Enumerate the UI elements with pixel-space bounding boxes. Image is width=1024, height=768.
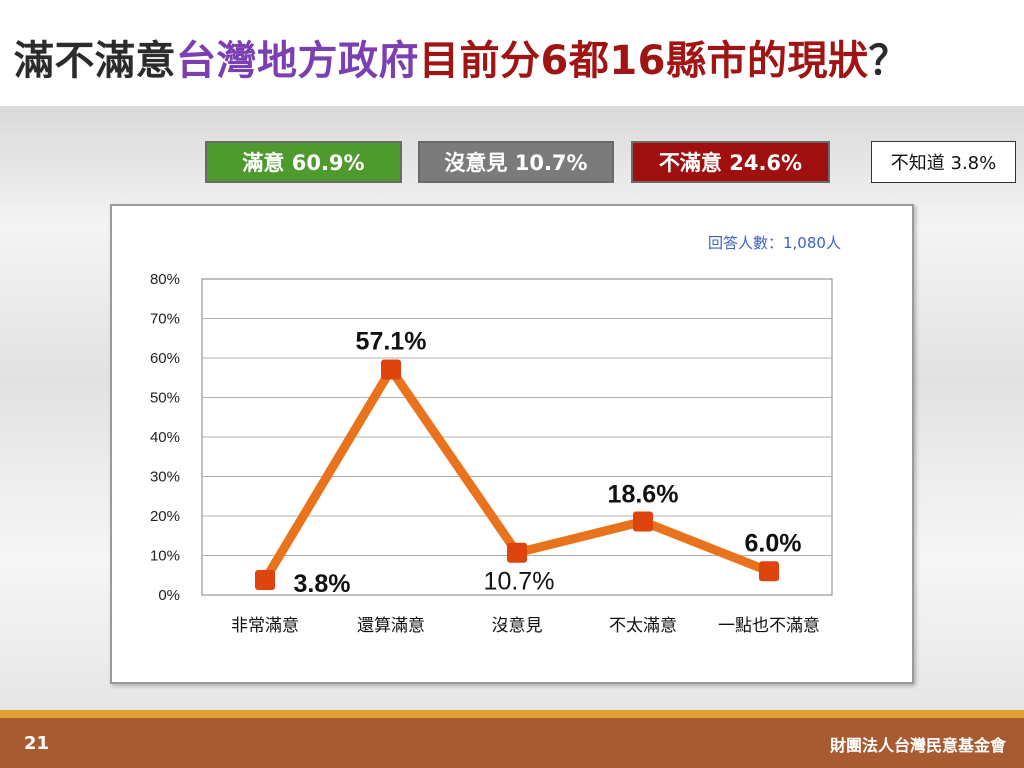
title-part-1: 滿不滿意 bbox=[14, 38, 176, 84]
y-tick-label: 20% bbox=[150, 508, 180, 525]
data-label: 3.8% bbox=[294, 570, 351, 598]
x-category-label: 沒意見 bbox=[492, 616, 543, 636]
y-tick-label: 0% bbox=[158, 587, 180, 604]
x-category-label: 非常滿意 bbox=[231, 616, 299, 636]
y-tick-label: 60% bbox=[150, 350, 180, 367]
y-tick-label: 80% bbox=[150, 271, 180, 288]
footer-bar bbox=[0, 718, 1024, 768]
title-part-2: 台灣地方政府 bbox=[176, 38, 419, 84]
summary-neutral-box: 沒意見 10.7% bbox=[418, 141, 614, 183]
title-part-3: 目前分6都16縣市的現狀 bbox=[419, 38, 869, 84]
data-point bbox=[381, 359, 401, 380]
x-category-label: 一點也不滿意 bbox=[718, 616, 820, 636]
y-tick-label: 10% bbox=[150, 548, 180, 565]
summary-unknown-box: 不知道 3.8% bbox=[871, 141, 1016, 183]
footer-accent-line bbox=[0, 710, 1024, 718]
slide-title: 滿不滿意台灣地方政府目前分6都16縣市的現狀？ bbox=[14, 28, 909, 86]
y-tick-label: 30% bbox=[150, 469, 180, 486]
data-point bbox=[633, 511, 653, 532]
y-tick-label: 50% bbox=[150, 390, 180, 407]
data-label: 57.1% bbox=[356, 327, 427, 355]
title-bar: 滿不滿意台灣地方政府目前分6都16縣市的現狀？ bbox=[0, 0, 1024, 106]
x-category-label: 還算滿意 bbox=[357, 616, 425, 636]
page-number: 21 bbox=[24, 733, 50, 754]
summary-dissatisfied-box: 不滿意 24.6% bbox=[631, 141, 830, 183]
x-category-label: 不太滿意 bbox=[609, 616, 677, 636]
summary-satisfied-box: 滿意 60.9% bbox=[205, 141, 402, 183]
y-tick-label: 70% bbox=[150, 311, 180, 328]
data-label: 10.7% bbox=[484, 568, 555, 596]
organization-name: 財團法人台灣民意基金會 bbox=[829, 736, 1006, 755]
title-part-4: ？ bbox=[868, 38, 909, 84]
data-point bbox=[255, 569, 275, 590]
line-chart: 0% 10% 20% 30% 40% 50% 60% 70% 80% 非常滿意 還算滿意 沒意見 不太滿… bbox=[150, 271, 833, 636]
data-point bbox=[507, 542, 527, 563]
data-label: 18.6% bbox=[608, 481, 679, 509]
chart-panel: 0% 10% 20% 30% 40% 50% 60% 70% 80% 非常滿意 還算滿意 沒意見 不太滿… bbox=[110, 204, 914, 684]
data-point bbox=[759, 561, 779, 582]
data-label: 6.0% bbox=[745, 529, 802, 557]
y-tick-label: 40% bbox=[150, 429, 180, 446]
respondent-count: 回答人數：1,080人 bbox=[708, 234, 841, 252]
